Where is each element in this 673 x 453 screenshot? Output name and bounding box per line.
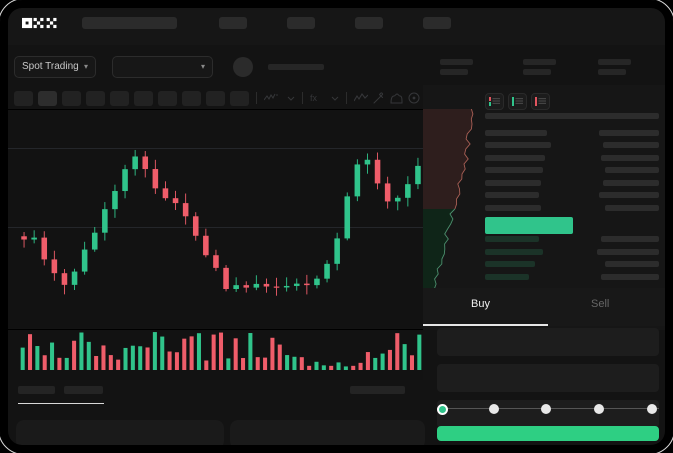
svg-text:fx: fx (310, 93, 318, 103)
